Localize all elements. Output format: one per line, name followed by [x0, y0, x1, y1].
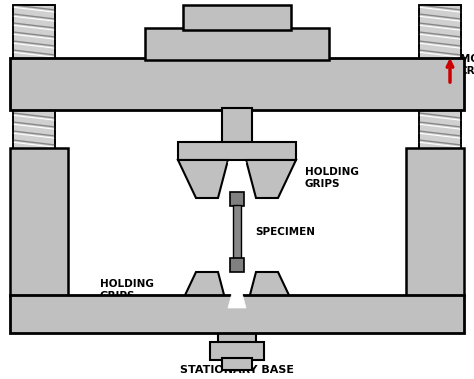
Bar — [218, 324, 256, 344]
Text: LOAD CELL: LOAD CELL — [206, 14, 268, 24]
Text: MOVING
CROSSHEAD: MOVING CROSSHEAD — [460, 54, 474, 76]
Bar — [178, 308, 296, 326]
Polygon shape — [178, 160, 228, 198]
Bar — [406, 148, 464, 296]
Bar — [13, 5, 55, 150]
Bar — [10, 295, 464, 333]
Polygon shape — [246, 160, 296, 198]
Bar — [222, 108, 252, 143]
Bar — [145, 28, 329, 60]
Text: HOLDING
GRIPS: HOLDING GRIPS — [100, 279, 154, 301]
Bar — [13, 160, 55, 295]
Bar — [419, 160, 461, 295]
Polygon shape — [228, 162, 246, 196]
Bar — [230, 258, 244, 272]
Polygon shape — [246, 272, 296, 310]
Bar — [230, 192, 244, 206]
Bar — [419, 5, 461, 150]
Bar — [210, 342, 264, 360]
Bar — [178, 142, 296, 160]
Bar — [222, 358, 252, 370]
Bar — [13, 160, 55, 295]
Text: HOLDING
GRIPS: HOLDING GRIPS — [305, 167, 359, 189]
Bar — [183, 5, 291, 30]
Bar — [10, 58, 464, 110]
Bar — [419, 5, 461, 150]
Bar — [13, 5, 55, 150]
Bar — [233, 205, 241, 260]
Bar — [419, 160, 461, 295]
Polygon shape — [178, 272, 228, 310]
Text: STATIONARY BASE: STATIONARY BASE — [180, 365, 294, 375]
Bar — [10, 148, 68, 296]
Text: SPECIMEN: SPECIMEN — [255, 227, 315, 237]
Polygon shape — [228, 274, 246, 308]
